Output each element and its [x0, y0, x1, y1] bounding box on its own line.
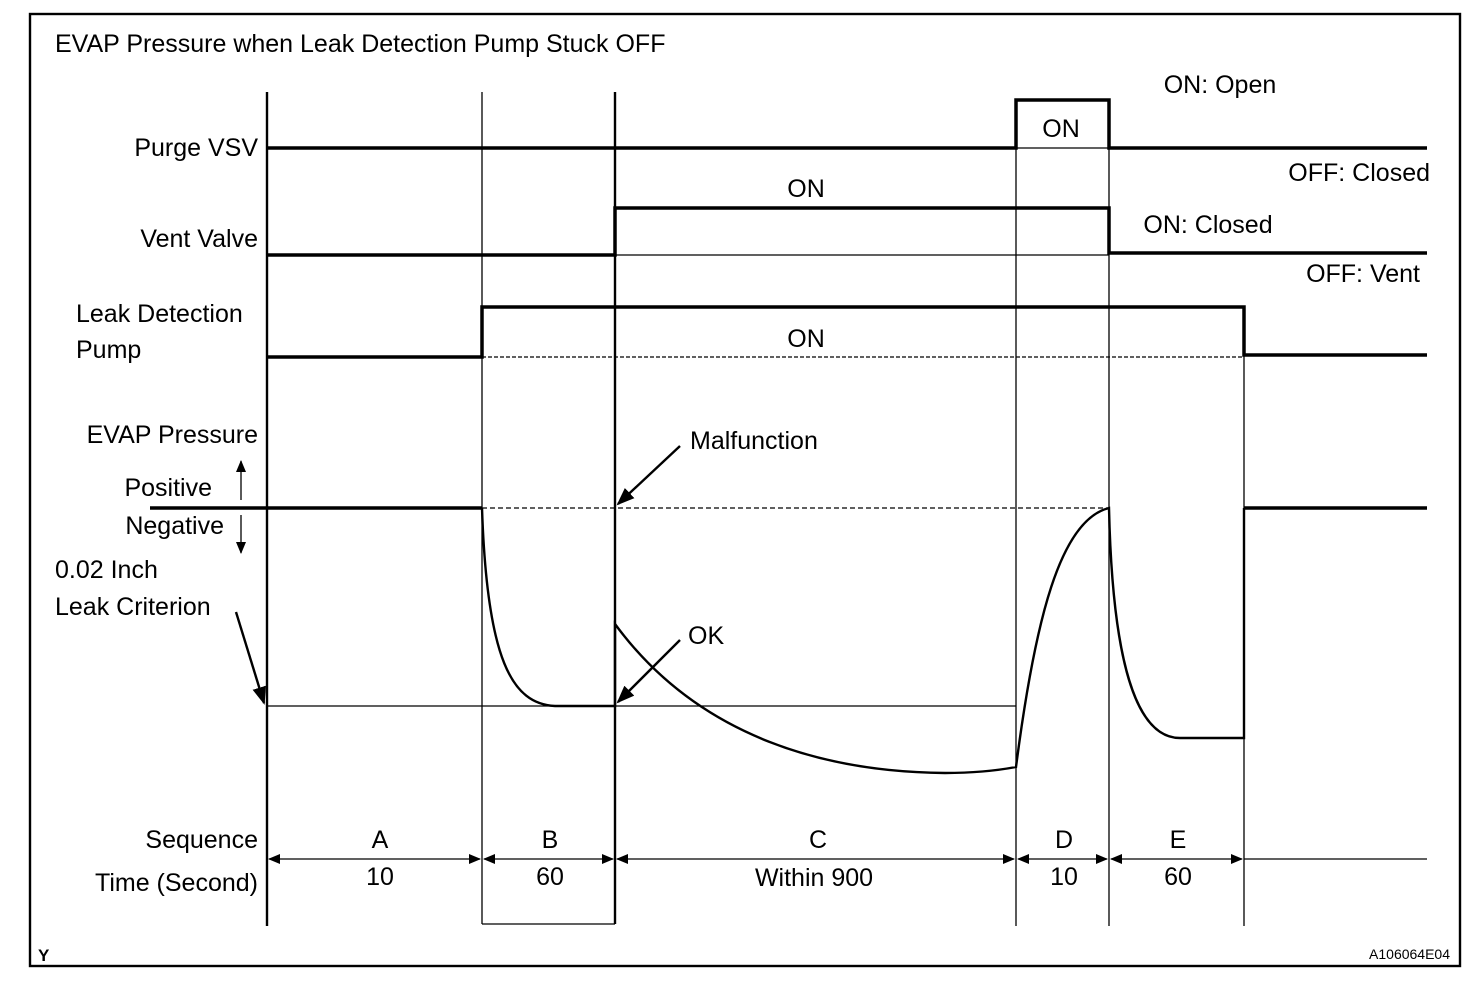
frame-border	[28, 12, 1462, 968]
sequence-label: Sequence	[145, 826, 258, 854]
purge-off-meaning: OFF: Closed	[1288, 159, 1430, 187]
step-a: A 10	[268, 826, 481, 891]
purge-vsv-signal	[267, 98, 1427, 150]
step-c-name: C	[809, 826, 827, 854]
criterion-label-line1: 0.02 Inch	[55, 556, 158, 584]
step-a-time: 10	[366, 863, 394, 891]
malfunction-label: Malfunction	[690, 427, 818, 455]
purge-on-label: ON	[1042, 115, 1080, 143]
step-d-name: D	[1055, 826, 1073, 854]
figure-id: A106064E04	[1369, 946, 1450, 962]
pump-label-line2: Pump	[76, 336, 141, 364]
step-c-time: Within 900	[755, 864, 873, 892]
step-b-name: B	[542, 826, 559, 854]
vent-on-meaning: ON: Closed	[1143, 211, 1272, 239]
negative-label: Negative	[125, 512, 224, 540]
vent-valve-signal	[267, 206, 1427, 257]
step-d-time: 10	[1050, 863, 1078, 891]
step-d: D 10	[1017, 826, 1108, 891]
purge-vsv-label: Purge VSV	[134, 134, 258, 162]
pump-signal	[267, 305, 1427, 359]
malfunction-arrow	[616, 445, 681, 506]
footer-left-mark: Y	[38, 946, 50, 965]
criterion-arrow	[234, 611, 266, 705]
pump-label-line1: Leak Detection	[76, 300, 243, 328]
step-e: E 60	[1110, 826, 1243, 891]
evap-pressure-label: EVAP Pressure	[87, 421, 258, 449]
step-c: C Within 900	[616, 826, 1015, 892]
step-e-time: 60	[1164, 863, 1192, 891]
vent-on-label: ON	[787, 175, 825, 203]
step-e-name: E	[1170, 826, 1187, 854]
time-label: Time (Second)	[95, 869, 258, 897]
step-a-name: A	[372, 826, 389, 854]
vent-off-meaning: OFF: Vent	[1306, 260, 1420, 288]
step-b: B 60	[483, 826, 614, 891]
criterion-label-line2: Leak Criterion	[55, 593, 211, 621]
evap-pressure-curve	[480, 506, 1246, 775]
diagram-title: EVAP Pressure when Leak Detection Pump S…	[55, 30, 665, 58]
positive-label: Positive	[124, 474, 212, 502]
ok-arrow	[616, 639, 681, 704]
ok-label: OK	[688, 622, 724, 650]
vent-valve-label: Vent Valve	[140, 225, 258, 253]
purge-on-meaning: ON: Open	[1164, 71, 1277, 99]
step-b-time: 60	[536, 863, 564, 891]
pump-on-label: ON	[787, 325, 825, 353]
